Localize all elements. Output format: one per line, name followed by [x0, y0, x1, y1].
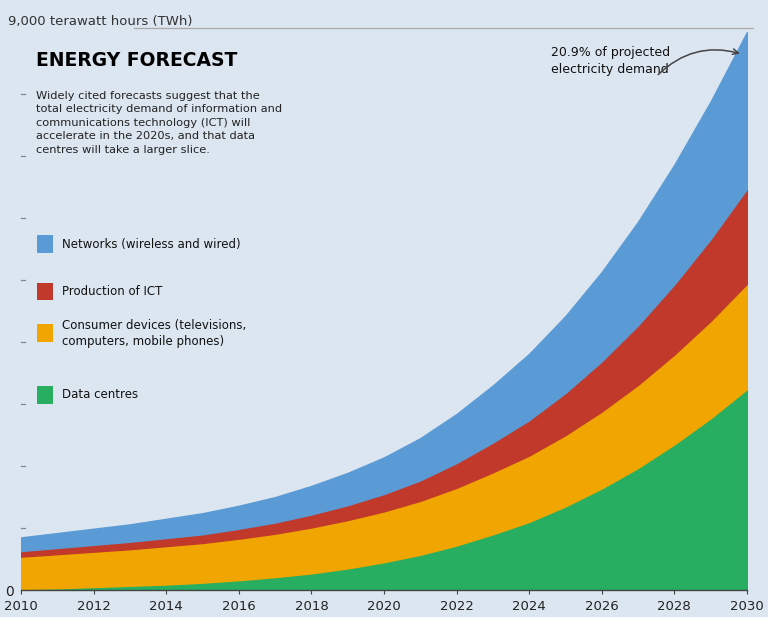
Text: Widely cited forecasts suggest that the
total electricity demand of information : Widely cited forecasts suggest that the …	[35, 91, 282, 155]
Text: Data centres: Data centres	[62, 388, 138, 401]
Bar	[37, 235, 53, 253]
Text: Production of ICT: Production of ICT	[62, 285, 163, 298]
Bar	[37, 386, 53, 404]
Text: ENERGY FORECAST: ENERGY FORECAST	[35, 51, 237, 70]
Bar	[37, 283, 53, 300]
Text: 9,000 terawatt hours (TWh): 9,000 terawatt hours (TWh)	[8, 15, 192, 28]
Text: Consumer devices (televisions,
computers, mobile phones): Consumer devices (televisions, computers…	[62, 319, 247, 348]
Text: Networks (wireless and wired): Networks (wireless and wired)	[62, 238, 241, 251]
Bar	[37, 325, 53, 342]
Text: 20.9% of projected
electricity demand: 20.9% of projected electricity demand	[551, 46, 670, 76]
